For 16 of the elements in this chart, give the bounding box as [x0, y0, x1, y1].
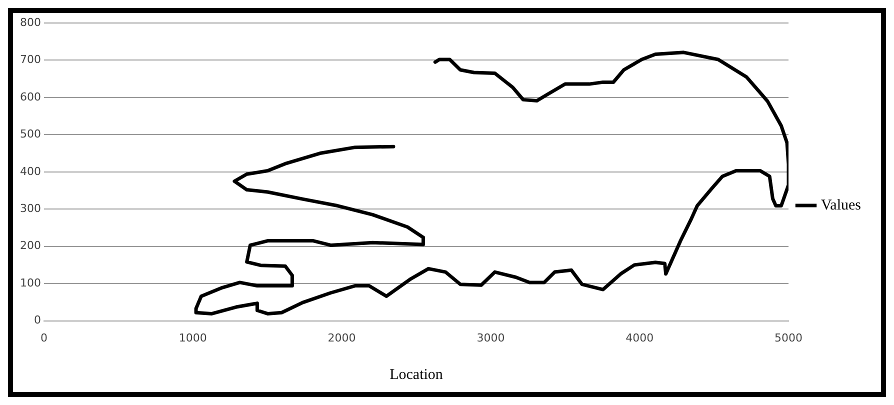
x-tick-label: 3000 — [476, 331, 505, 344]
y-tick-label: 300 — [20, 202, 41, 215]
legend-label: Values — [821, 197, 862, 214]
x-axis-title: Location — [390, 366, 444, 383]
y-tick-label: 600 — [20, 90, 41, 104]
y-tick-label: 200 — [20, 239, 41, 252]
y-tick-label: 700 — [20, 53, 41, 66]
y-tick-label: 500 — [20, 128, 41, 141]
x-tick-label: 5000 — [774, 331, 803, 344]
y-tick-label: 400 — [20, 164, 41, 178]
y-tick-label: 0 — [34, 314, 41, 327]
x-tick-label: 4000 — [626, 331, 654, 344]
x-tick-label: 2000 — [328, 331, 356, 344]
y-tick-label: 800 — [20, 16, 41, 29]
x-tick-label: 1000 — [178, 331, 207, 344]
y-tick-label: 100 — [20, 276, 41, 290]
